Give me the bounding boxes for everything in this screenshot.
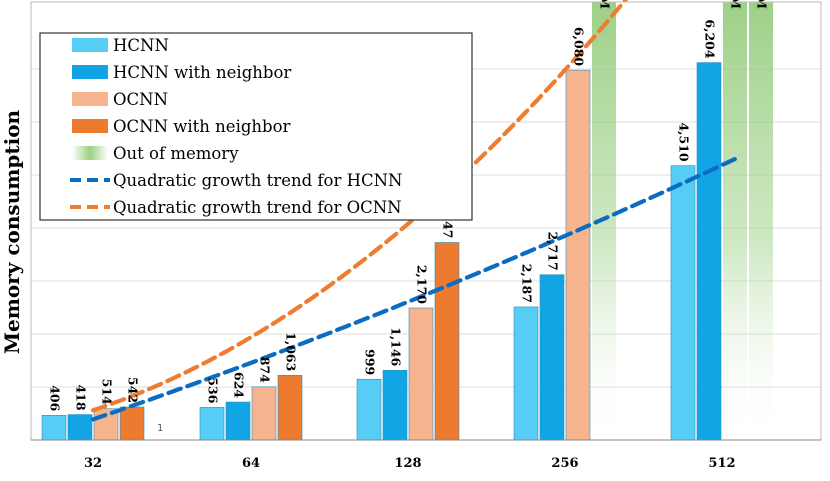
x-tick-label: 128 — [394, 456, 421, 471]
bar-value-label: 2,170 — [415, 265, 430, 304]
bar-value-label: 514 — [100, 379, 115, 405]
legend-swatch-oom — [72, 146, 108, 160]
oom-band — [749, 2, 773, 440]
legend-label: HCNN with neighbor — [113, 63, 291, 82]
legend-label: Out of memory — [113, 144, 239, 163]
bar — [408, 307, 434, 441]
bar — [199, 407, 225, 441]
bar — [382, 369, 408, 441]
bar — [41, 415, 67, 441]
bar-value-label: 2,187 — [520, 264, 535, 303]
bar-value-label: 2,717 — [546, 232, 561, 271]
legend: HCNN HCNN with neighbor OCNN OCNN with neig… — [39, 32, 473, 221]
y-axis-label: Memory consumption — [0, 109, 24, 354]
legend-label: Quadratic growth trend for HCNN — [113, 171, 402, 190]
bar — [539, 274, 565, 441]
legend-label: HCNN — [113, 36, 169, 55]
x-tick-label: 256 — [551, 456, 578, 471]
legend-label: OCNN — [113, 90, 168, 109]
bar-value-label: 999 — [363, 349, 378, 375]
bar-value-label: 536 — [206, 377, 221, 403]
oom-band — [723, 2, 747, 440]
stray-annotation: 1 — [157, 423, 163, 434]
bars — [41, 62, 722, 441]
legend-swatch — [72, 92, 108, 106]
bar-value-label: 4,510 — [677, 122, 692, 161]
bar-value-label: 418 — [74, 384, 89, 410]
bar-value-label: 6,204 — [703, 19, 718, 58]
legend-label: Quadratic growth trend for OCNN — [113, 198, 402, 217]
bar-value-label: 542 — [126, 377, 141, 403]
bar — [513, 306, 539, 441]
bar — [225, 401, 251, 441]
x-tick-labels: 32 64 128 256 512 — [84, 456, 736, 471]
bar-value-label: 624 — [232, 372, 247, 398]
legend-label: OCNN with neighbor — [113, 117, 291, 136]
x-tick-label: 512 — [708, 456, 735, 471]
bar — [119, 406, 145, 441]
bar — [696, 62, 722, 441]
oom-label: OOM — [729, 0, 744, 9]
legend-box — [39, 32, 473, 221]
bar — [67, 414, 93, 441]
bar-value-label: 406 — [48, 385, 63, 411]
bar-value-label: 1,063 — [284, 332, 299, 371]
oom-label: OOM — [755, 0, 770, 9]
ocnn-trend-line — [90, 0, 629, 413]
bar-value-label: 1,146 — [389, 327, 404, 366]
bar-value-label: 6,080 — [572, 27, 587, 66]
hcnn-trend-line — [90, 155, 741, 422]
bar — [565, 69, 591, 441]
bar — [277, 375, 303, 441]
oom-label: OOM — [598, 0, 613, 9]
bar — [251, 386, 277, 441]
bar-value-label: 874 — [258, 357, 273, 383]
legend-swatch — [72, 38, 108, 52]
bar — [670, 165, 696, 441]
x-tick-label: 32 — [84, 456, 102, 471]
legend-swatch — [72, 119, 108, 133]
bar — [356, 378, 382, 441]
x-tick-label: 64 — [242, 456, 260, 471]
trend-lines — [90, 0, 741, 422]
legend-swatch — [72, 65, 108, 79]
oom-layer — [592, 2, 773, 440]
bar — [434, 242, 460, 441]
